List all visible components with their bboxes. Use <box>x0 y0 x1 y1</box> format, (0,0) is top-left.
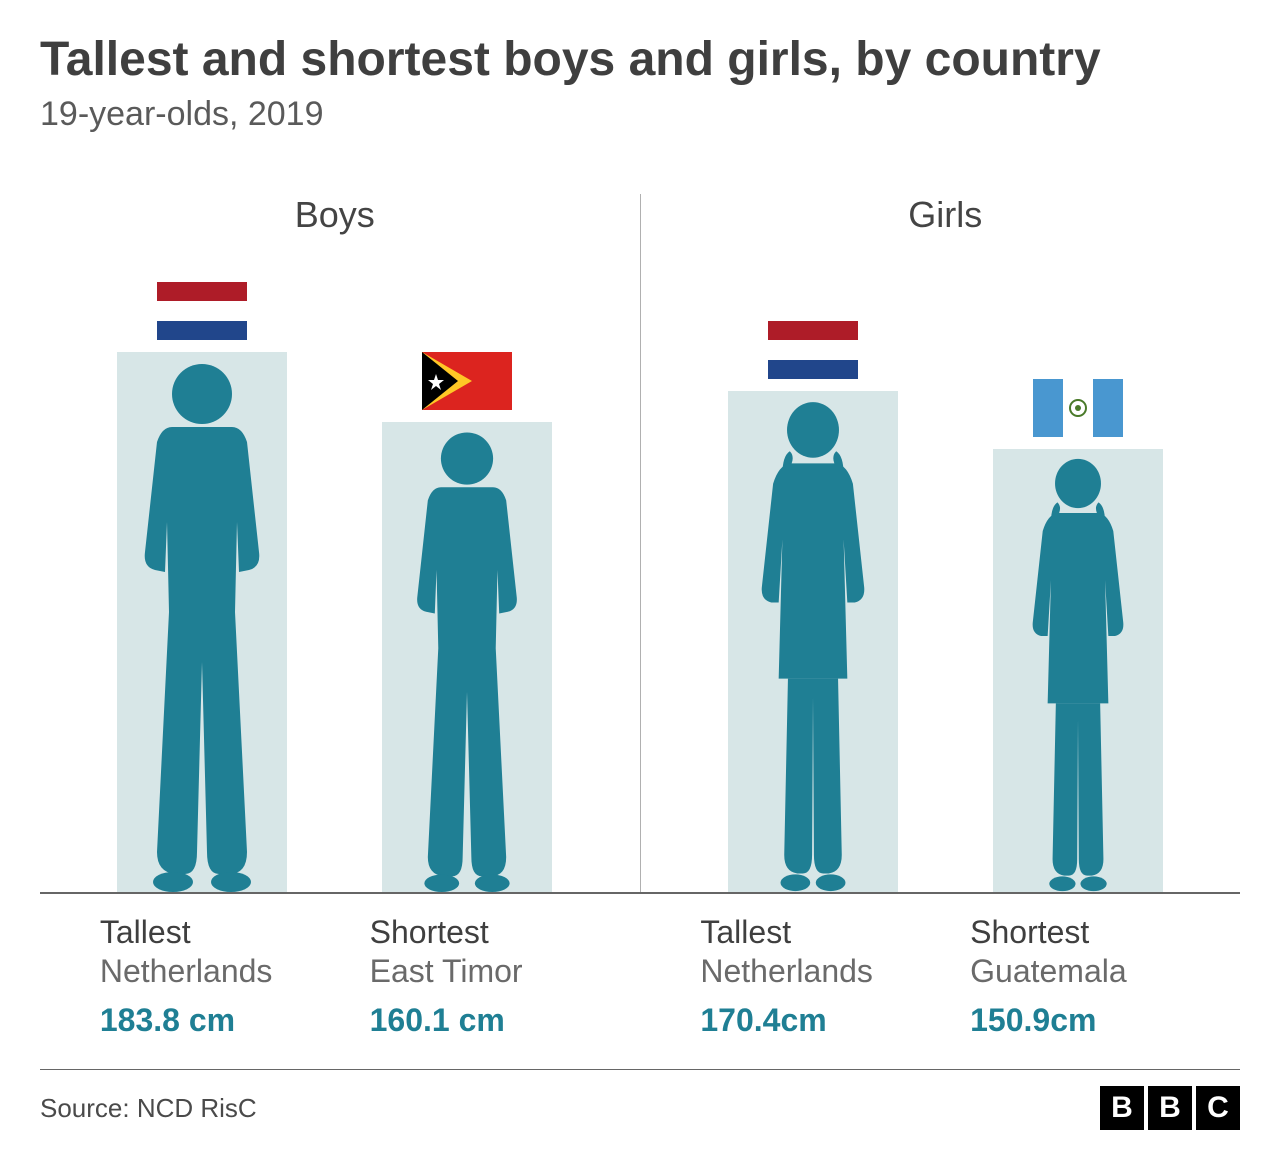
country-label: Netherlands <box>100 953 310 990</box>
bbc-block: B <box>1148 1086 1192 1130</box>
country-label: Guatemala <box>970 953 1180 990</box>
flag-gt-icon <box>1033 379 1123 437</box>
value-label: 183.8 cm <box>100 1002 310 1039</box>
source-label: Source: NCD RisC <box>40 1093 257 1124</box>
data-row: TallestNetherlands183.8 cmShortestEast T… <box>40 894 1240 1070</box>
figure-column <box>362 350 572 892</box>
flag-box <box>768 319 858 379</box>
height-bar <box>117 352 287 892</box>
flag-box <box>422 350 512 410</box>
footer: Source: NCD RisC BBC <box>40 1070 1240 1146</box>
boy-silhouette-icon <box>382 422 552 892</box>
rank-label: Tallest <box>700 914 910 951</box>
value-label: 160.1 cm <box>370 1002 580 1039</box>
bbc-block: C <box>1196 1086 1240 1130</box>
group-divider <box>640 194 641 892</box>
data-cell: TallestNetherlands 170.4cm <box>700 914 910 1039</box>
height-bar <box>382 422 552 892</box>
group: Boys <box>40 194 630 892</box>
boy-silhouette-icon <box>117 352 287 892</box>
country-label: East Timor <box>370 953 580 990</box>
chart-title: Tallest and shortest boys and girls, by … <box>40 32 1240 87</box>
flag-box <box>1033 377 1123 437</box>
height-bar <box>993 449 1163 892</box>
rank-label: Shortest <box>370 914 580 951</box>
figure-column <box>973 377 1183 892</box>
bbc-block: B <box>1100 1086 1144 1130</box>
flag-nl-icon <box>768 321 858 379</box>
girl-silhouette-icon <box>728 391 898 892</box>
girl-silhouette-icon <box>993 449 1163 892</box>
country-label: Netherlands <box>700 953 910 990</box>
flag-tl-icon <box>422 352 512 410</box>
group-label: Boys <box>40 194 630 236</box>
value-label: 170.4cm <box>700 1002 910 1039</box>
group-label: Girls <box>651 194 1241 236</box>
flag-box <box>157 280 247 340</box>
figure-column <box>97 280 307 892</box>
data-cell: ShortestGuatemala 150.9cm <box>970 914 1180 1039</box>
group: Girls <box>651 194 1241 892</box>
figures-row <box>40 246 630 892</box>
data-cell: ShortestEast Timor 160.1 cm <box>370 914 580 1039</box>
flag-nl-icon <box>157 282 247 340</box>
height-bar <box>728 391 898 892</box>
bbc-logo: BBC <box>1100 1086 1240 1130</box>
figure-column <box>708 319 918 892</box>
data-half: TallestNetherlands 183.8 cm ShortestEast T… <box>40 914 640 1039</box>
figures-row <box>651 246 1241 892</box>
data-half: TallestNetherlands 170.4cm ShortestGuatema… <box>641 914 1241 1039</box>
value-label: 150.9cm <box>970 1002 1180 1039</box>
data-cell: TallestNetherlands 183.8 cm <box>100 914 310 1039</box>
rank-label: Shortest <box>970 914 1180 951</box>
chart-subtitle: 19-year-olds, 2019 <box>40 95 1240 134</box>
figure-area: Boys Girls <box>40 194 1240 894</box>
rank-label: Tallest <box>100 914 310 951</box>
